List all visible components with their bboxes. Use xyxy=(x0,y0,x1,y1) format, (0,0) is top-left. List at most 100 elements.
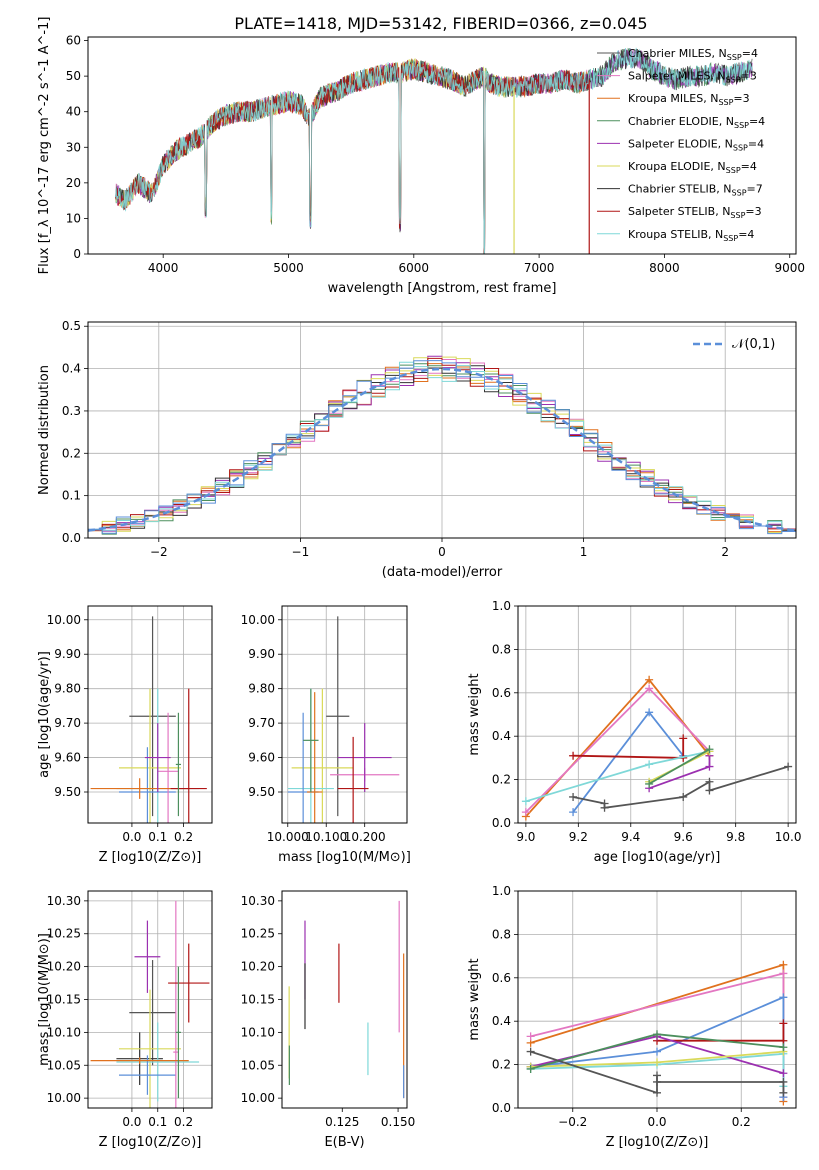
legend-subscript: SSP xyxy=(733,143,748,152)
y-tick-label: 9.80 xyxy=(54,682,81,696)
x-axis-label: mass [log10(M/M⊙)] xyxy=(278,850,411,865)
y-tick-label: 9.80 xyxy=(248,682,275,696)
y-tick-label: 9.60 xyxy=(54,751,81,765)
y-tick-label: 0.4 xyxy=(62,362,81,376)
y-tick-label: 10.00 xyxy=(241,1091,275,1105)
axes-frame xyxy=(87,36,797,255)
y-tick-label: 50 xyxy=(66,69,81,83)
y-tick-label: 0.1 xyxy=(62,489,81,503)
weight-marker xyxy=(679,734,688,743)
x-tick-label: 0.0 xyxy=(122,1115,141,1129)
weight-line xyxy=(657,1023,785,1042)
panel-age_vs_Z: 0.0 0.1 0.2 9.50 9.60 9.70 9.80 9.90 10.00 Z [log… xyxy=(37,605,213,865)
x-tick-label: −1 xyxy=(292,545,310,559)
legend-subscript: SSP xyxy=(730,211,745,220)
y-tick-label: 0.0 xyxy=(492,816,511,830)
weight-marker xyxy=(779,1043,788,1052)
weight-marker xyxy=(645,708,654,717)
weight-marker xyxy=(653,1047,661,1056)
weight-marker xyxy=(779,1069,788,1078)
weight-marker xyxy=(521,808,530,817)
x-tick-label: 0.0 xyxy=(122,830,141,844)
weight-marker xyxy=(526,1064,535,1073)
y-tick-label: 0.0 xyxy=(62,531,81,545)
plot-area xyxy=(90,900,210,1108)
panel-mass_weight_vs_age: 9.0 9.2 9.4 9.6 9.8 10.0 0.0 0.2 0.4 0.6 0.8 1.0 age… xyxy=(467,599,801,865)
axes-frame xyxy=(87,605,213,824)
x-tick-label: −2 xyxy=(150,545,168,559)
weight-marker xyxy=(705,786,714,795)
weight-marker xyxy=(526,1047,535,1056)
x-tick-label: 9.4 xyxy=(621,830,640,844)
legend-subscript: SSP xyxy=(734,121,749,130)
y-tick-label: 0.4 xyxy=(492,729,511,743)
y-tick-label: 10.00 xyxy=(47,613,81,627)
y-tick-label: 10.15 xyxy=(241,993,275,1007)
x-tick-label: 9000 xyxy=(774,261,805,275)
axes-frame xyxy=(87,890,213,1109)
legend-label: Chabrier STELIB, NSSP=7 xyxy=(628,183,763,198)
y-tick-label: 10.25 xyxy=(47,927,81,941)
y-tick-label: 10.25 xyxy=(241,927,275,941)
x-tick-label: 4000 xyxy=(148,261,179,275)
weight-marker xyxy=(779,1088,788,1097)
x-tick-label: 0.1 xyxy=(148,1115,167,1129)
weight-line xyxy=(525,678,711,818)
y-tick-label: 0.8 xyxy=(492,642,511,656)
axes-frame xyxy=(281,890,408,1109)
y-tick-label: 10.00 xyxy=(47,1091,81,1105)
weight-line xyxy=(572,710,684,813)
spectrum-line xyxy=(115,47,753,254)
weight-marker xyxy=(653,1030,661,1039)
x-tick-label: 0 xyxy=(438,545,446,559)
weight-marker xyxy=(569,808,578,817)
x-tick-label: 1 xyxy=(580,545,588,559)
plot-area xyxy=(526,960,788,1106)
y-axis-label: mass [log10(M/M⊙)] xyxy=(37,933,52,1066)
y-tick-label: 9.90 xyxy=(54,647,81,661)
weight-marker xyxy=(569,792,578,801)
legend-label: Kroupa MILES, NSSP=3 xyxy=(628,92,750,107)
y-tick-label: 1.0 xyxy=(492,884,511,898)
weight-marker xyxy=(653,1077,661,1086)
legend-subscript: SSP xyxy=(723,234,738,243)
panel-mass_vs_Z: 0.0 0.1 0.2 10.00 10.05 10.10 10.15 10.20 10.25 1… xyxy=(37,890,213,1150)
legend-value: =4 xyxy=(741,160,757,173)
weight-marker xyxy=(705,745,714,754)
x-axis-label: Z [log10(Z/Z⊙)] xyxy=(99,850,202,865)
x-tick-label: 10.200 xyxy=(344,830,386,844)
x-tick-label: 10.000 xyxy=(267,830,309,844)
weight-marker xyxy=(521,797,530,806)
weight-marker xyxy=(600,803,609,812)
x-axis-label: age [log10(age/yr)] xyxy=(594,850,721,865)
x-tick-label: 5000 xyxy=(273,261,304,275)
weight-marker xyxy=(679,792,688,801)
weight-marker xyxy=(705,762,714,771)
y-tick-label: 0.2 xyxy=(62,446,81,460)
x-tick-label: 0.150 xyxy=(381,1115,415,1129)
y-axis-label: Flux [f_λ 10^-17 erg cm^-2 s^-1 A^-1] xyxy=(37,17,52,275)
x-tick-label: 10.100 xyxy=(305,830,347,844)
axes-frame xyxy=(87,321,797,539)
legend-label: Kroupa ELODIE, NSSP=4 xyxy=(628,160,757,175)
y-axis-label: mass weight xyxy=(467,673,482,755)
x-tick-label: 7000 xyxy=(524,261,555,275)
x-tick-label: 6000 xyxy=(399,261,430,275)
weight-marker xyxy=(705,777,714,786)
x-axis-label: E(B-V) xyxy=(324,1135,364,1150)
weight-line xyxy=(648,755,711,790)
y-tick-label: 9.50 xyxy=(248,785,275,799)
y-tick-label: 0.0 xyxy=(492,1101,511,1115)
y-tick-label: 9.50 xyxy=(54,785,81,799)
legend-label: Chabrier ELODIE, NSSP=4 xyxy=(628,115,765,130)
plot-area xyxy=(90,616,207,823)
weight-marker xyxy=(526,1032,535,1041)
legend-subscript: SSP xyxy=(727,53,742,62)
legend-label: Chabrier MILES, NSSP=4 xyxy=(628,47,758,62)
plot-area xyxy=(88,355,796,535)
y-tick-label: 9.70 xyxy=(54,716,81,730)
plot-area xyxy=(521,675,793,821)
plot-area xyxy=(288,900,405,1099)
spectrum-legend: Chabrier MILES, NSSP=4 Salpeter MILES, NS… xyxy=(597,47,765,243)
